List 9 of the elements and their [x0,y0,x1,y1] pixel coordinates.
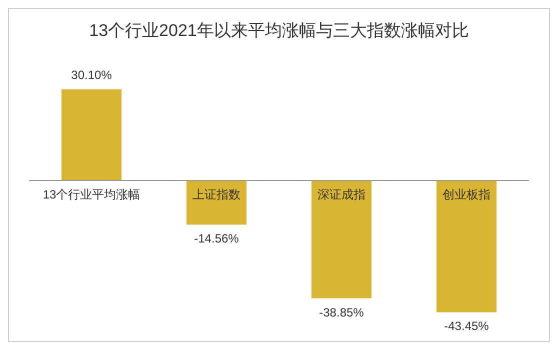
x-tick-label: 上证指数 [192,187,240,202]
x-tick-label: 深证成指 [318,187,366,202]
data-label: 30.10% [71,68,112,82]
data-label: -38.85% [319,305,364,320]
data-label: -14.56% [194,232,240,246]
chart-title: 13个行业2021年以来平均涨幅与三大指数涨幅对比 [88,20,470,42]
x-tick-label: 创业板指 [442,187,490,202]
data-label: -43.45% [444,319,490,334]
x-tick-label: 13个行业平均涨幅 [42,187,140,202]
